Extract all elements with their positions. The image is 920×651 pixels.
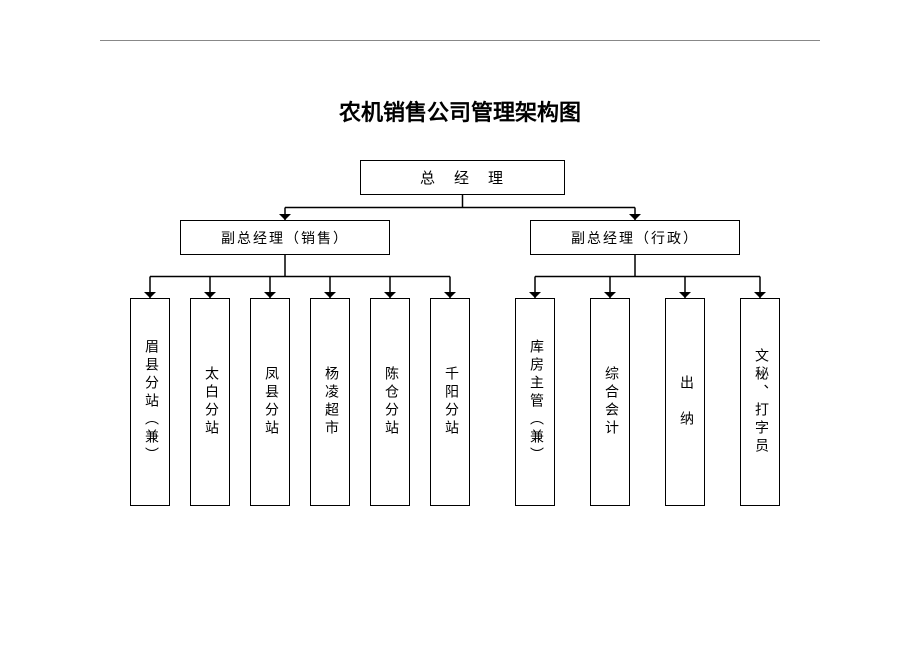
page-title: 农机销售公司管理架构图: [0, 95, 920, 127]
node-mid-sales-label: 副总经理（销售）: [221, 228, 349, 248]
node-leaf-sales-3: 杨凌超市: [310, 298, 350, 506]
node-leaf-label: 出 纳: [675, 375, 695, 429]
node-leaf-admin-0: 库房主管（兼）: [515, 298, 555, 506]
node-leaf-label: 眉县分站（兼）: [140, 339, 160, 465]
node-leaf-admin-3: 文秘、打字员: [740, 298, 780, 506]
node-leaf-admin-2: 出 纳: [665, 298, 705, 506]
node-leaf-label: 杨凌超市: [320, 366, 340, 438]
node-leaf-sales-0: 眉县分站（兼）: [130, 298, 170, 506]
node-root: 总 经 理: [360, 160, 565, 195]
node-mid-admin: 副总经理（行政）: [530, 220, 740, 255]
node-leaf-sales-5: 千阳分站: [430, 298, 470, 506]
node-leaf-label: 凤县分站: [260, 366, 280, 438]
node-mid-admin-label: 副总经理（行政）: [571, 228, 699, 248]
node-leaf-label: 千阳分站: [440, 366, 460, 438]
node-leaf-sales-4: 陈仓分站: [370, 298, 410, 506]
top-rule: [100, 40, 820, 41]
node-leaf-sales-2: 凤县分站: [250, 298, 290, 506]
node-leaf-label: 库房主管（兼）: [525, 339, 545, 465]
node-leaf-label: 综合会计: [600, 366, 620, 438]
node-root-label: 总 经 理: [420, 167, 505, 188]
node-leaf-admin-1: 综合会计: [590, 298, 630, 506]
node-leaf-label: 太白分站: [200, 366, 220, 438]
node-mid-sales: 副总经理（销售）: [180, 220, 390, 255]
node-leaf-label: 陈仓分站: [380, 366, 400, 438]
node-leaf-sales-1: 太白分站: [190, 298, 230, 506]
node-leaf-label: 文秘、打字员: [750, 348, 770, 456]
